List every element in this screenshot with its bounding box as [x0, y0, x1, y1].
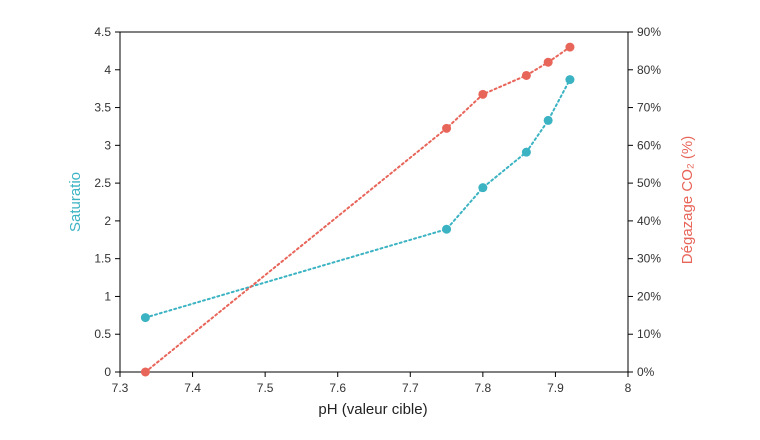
y-right-tick-label: 40% — [637, 214, 661, 228]
x-tick-label: 7.6 — [329, 381, 346, 395]
y-axis-left-label: Saturatio — [67, 172, 84, 232]
y-right-tick-label: 80% — [637, 63, 661, 77]
data-point-series-1 — [543, 115, 553, 125]
x-tick-label: 7.5 — [257, 381, 274, 395]
x-tick-label: 7.7 — [402, 381, 419, 395]
data-point-series-2 — [543, 57, 553, 67]
y-left-tick-label: 4 — [104, 63, 111, 77]
y-right-tick-label: 70% — [637, 101, 661, 115]
data-point-series-2 — [565, 42, 575, 52]
y-right-tick-label: 10% — [637, 327, 661, 341]
y-left-tick-label: 3 — [104, 138, 111, 152]
data-point-series-2 — [442, 123, 452, 133]
x-tick-label: 7.3 — [112, 381, 129, 395]
y-left-tick-label: 1 — [104, 289, 111, 303]
y-left-tick-label: 0 — [104, 365, 111, 379]
x-tick-label: 7.4 — [184, 381, 201, 395]
axes — [115, 31, 633, 377]
y-right-tick-label: 0% — [637, 365, 655, 379]
y-left-tick-label: 2 — [104, 214, 111, 228]
data-point-series-2 — [521, 70, 531, 80]
data-point-series-1 — [140, 313, 150, 323]
y-right-tick-label: 90% — [637, 25, 661, 39]
y-right-tick-label: 50% — [637, 176, 661, 190]
data-point-series-2 — [478, 89, 488, 99]
y-left-tick-label: 4.5 — [94, 25, 111, 39]
y-left-tick-label: 2.5 — [94, 176, 111, 190]
y-axis-right-label: Dégazage CO₂ (%) — [679, 136, 696, 264]
series-line-2 — [144, 46, 571, 373]
series-group — [140, 42, 575, 377]
y-left-tick-label: 1.5 — [94, 252, 111, 266]
data-point-series-1 — [442, 224, 452, 234]
y-right-tick-label: 30% — [637, 252, 661, 266]
series-line-1 — [144, 78, 571, 319]
data-point-series-1 — [478, 183, 488, 193]
x-tick-label: 7.8 — [475, 381, 492, 395]
tick-labels: 7.3 7.4 7.5 7.6 7.7 7.8 7.9 8 0 0.5 1 1.5 2 2.5 3 3.5 4 4… — [94, 25, 661, 395]
x-tick-label: 7.9 — [547, 381, 564, 395]
plot-frame — [119, 31, 629, 373]
y-left-tick-label: 0.5 — [94, 327, 111, 341]
y-right-tick-label: 20% — [637, 289, 661, 303]
y-right-tick-label: 60% — [637, 138, 661, 152]
y-left-tick-label: 3.5 — [94, 101, 111, 115]
x-tick-label: 8 — [625, 381, 632, 395]
data-point-series-1 — [565, 75, 575, 85]
x-axis-label: pH (valeur cible) — [318, 401, 427, 418]
data-point-series-1 — [521, 147, 531, 157]
data-point-series-2 — [140, 367, 150, 377]
